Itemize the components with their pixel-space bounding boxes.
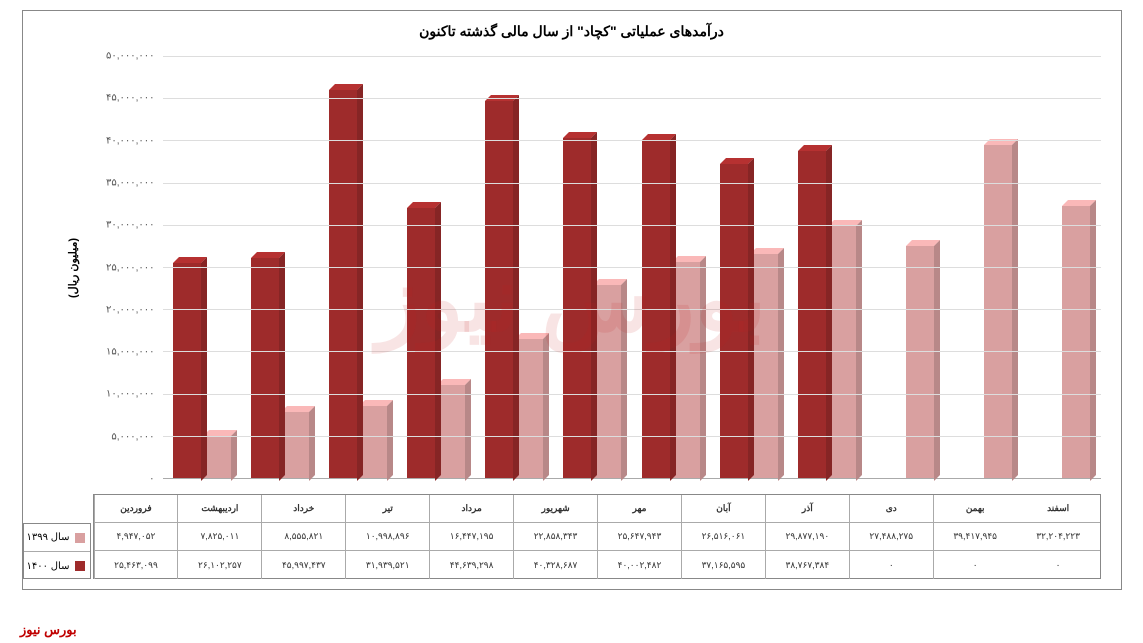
table-header-cell: مهر: [597, 495, 681, 522]
bar: [437, 385, 465, 478]
bar: [720, 164, 748, 478]
table-cell: ۲۵,۶۴۷,۹۴۳: [597, 523, 681, 550]
table-cell: ۴۰,۳۲۸,۶۸۷: [513, 551, 597, 579]
footer-credit: بورس نیوز: [20, 622, 77, 638]
y-tick-label: ۲۰,۰۰۰,۰۰۰: [106, 304, 155, 315]
table-row: ۲۵,۴۶۳,۰۹۹۲۶,۱۰۲,۲۵۷۴۵,۹۹۷,۴۳۷۳۱,۹۳۹,۵۲۱…: [94, 551, 1100, 579]
table-header-cell: اردیبهشت: [177, 495, 261, 522]
table-row: ۴,۹۴۷,۰۵۲۷,۸۲۵,۰۱۱۸,۵۵۵,۸۲۱۱۰,۹۹۸,۸۹۶۱۶,…: [94, 523, 1100, 551]
bar: [798, 151, 826, 478]
table-cell: ۰: [849, 551, 933, 579]
table-cell: ۸,۵۵۵,۸۲۱: [261, 523, 345, 550]
y-tick-label: ۰: [149, 474, 154, 485]
grid-line: [163, 225, 1101, 226]
legend-row-1399: سال ۱۳۹۹: [24, 524, 90, 552]
y-tick-label: ۵,۰۰۰,۰۰۰: [111, 431, 154, 442]
y-tick-label: ۵۰,۰۰۰,۰۰۰: [106, 51, 155, 62]
table-cell: ۴,۹۴۷,۰۵۲: [94, 523, 178, 550]
grid-line: [163, 140, 1101, 141]
y-axis-title: (میلیون ریال): [66, 237, 79, 297]
chart-title: درآمدهای عملیاتی "کچاد" از سال مالی گذشت…: [23, 11, 1121, 48]
table-cell: ۴۴,۶۳۹,۲۹۸: [429, 551, 513, 579]
bar: [485, 101, 513, 478]
grid-line: [163, 394, 1101, 395]
bar: [359, 406, 387, 478]
table-cell: ۲۵,۴۶۳,۰۹۹: [94, 551, 178, 579]
y-tick-label: ۲۵,۰۰۰,۰۰۰: [106, 262, 155, 273]
y-tick-label: ۴۵,۰۰۰,۰۰۰: [106, 93, 155, 104]
table-cell: ۱۰,۹۹۸,۸۹۶: [345, 523, 429, 550]
table-cell: ۳۱,۹۳۹,۵۲۱: [345, 551, 429, 579]
y-axis: ۰۵,۰۰۰,۰۰۰۱۰,۰۰۰,۰۰۰۱۵,۰۰۰,۰۰۰۲۰,۰۰۰,۰۰۰…: [93, 56, 163, 479]
table-cell: ۲۶,۵۱۶,۰۶۱: [681, 523, 765, 550]
table-cell: ۴۵,۹۹۷,۴۳۷: [261, 551, 345, 579]
plot-area: (میلیون ریال) ۰۵,۰۰۰,۰۰۰۱۰,۰۰۰,۰۰۰۱۵,۰۰۰…: [93, 56, 1101, 479]
table-header-cell: خرداد: [261, 495, 345, 522]
table-header-cell: آذر: [765, 495, 849, 522]
grid-line: [163, 436, 1101, 437]
bar: [563, 138, 591, 478]
table-cell: ۳۹,۴۱۷,۹۴۵: [933, 523, 1017, 550]
bar: [407, 208, 435, 478]
legend-row-1400: سال ۱۴۰۰: [24, 552, 90, 580]
table-header-row: فروردیناردیبهشتخردادتیرمردادشهریورمهرآبا…: [94, 495, 1100, 523]
bar: [906, 246, 934, 478]
grid-area: [163, 56, 1101, 479]
grid-line: [163, 98, 1101, 99]
table-cell: ۲۲,۸۵۸,۳۴۳: [513, 523, 597, 550]
bar: [251, 258, 279, 478]
grid-line: [163, 309, 1101, 310]
data-table: فروردیناردیبهشتخردادتیرمردادشهریورمهرآبا…: [93, 494, 1101, 579]
grid-line: [163, 267, 1101, 268]
legend-swatch-1400: [75, 561, 85, 571]
bar: [984, 145, 1012, 478]
grid-line: [163, 56, 1101, 57]
table-header-cell: فروردین: [94, 495, 178, 522]
grid-line: [163, 351, 1101, 352]
table-cell: ۱۶,۴۴۷,۱۹۵: [429, 523, 513, 550]
table-cell: ۳۸,۷۶۷,۳۸۴: [765, 551, 849, 579]
table-cell: ۰: [933, 551, 1017, 579]
y-tick-label: ۳۰,۰۰۰,۰۰۰: [106, 220, 155, 231]
table-cell: ۲۶,۱۰۲,۲۵۷: [177, 551, 261, 579]
table-cell: ۲۷,۴۸۸,۲۷۵: [849, 523, 933, 550]
table-cell: ۰: [1017, 551, 1100, 579]
table-header-cell: مرداد: [429, 495, 513, 522]
table-header-cell: شهریور: [513, 495, 597, 522]
y-tick-label: ۱۵,۰۰۰,۰۰۰: [106, 347, 155, 358]
table-cell: ۳۲,۲۰۴,۲۲۳: [1017, 523, 1100, 550]
bar: [593, 285, 621, 478]
table-header-cell: آبان: [681, 495, 765, 522]
bar: [173, 263, 201, 478]
table-header-cell: دی: [849, 495, 933, 522]
y-tick-label: ۱۰,۰۰۰,۰۰۰: [106, 389, 155, 400]
legend-label-1400: سال ۱۴۰۰: [27, 561, 70, 572]
table-cell: ۲۹,۸۷۷,۱۹۰: [765, 523, 849, 550]
table-cell: ۴۰,۰۰۲,۴۸۲: [597, 551, 681, 579]
table-header-cell: بهمن: [933, 495, 1017, 522]
table-header-cell: اسفند: [1017, 495, 1100, 522]
legend: سال ۱۳۹۹ سال ۱۴۰۰: [23, 523, 91, 579]
y-tick-label: ۴۰,۰۰۰,۰۰۰: [106, 135, 155, 146]
bar: [1062, 206, 1090, 478]
legend-swatch-1399: [75, 533, 85, 543]
bar: [515, 339, 543, 478]
bar: [329, 90, 357, 478]
chart-container: درآمدهای عملیاتی "کچاد" از سال مالی گذشت…: [22, 10, 1122, 590]
legend-label-1399: سال ۱۳۹۹: [27, 532, 70, 543]
table-header-cell: تیر: [345, 495, 429, 522]
table-cell: ۷,۸۲۵,۰۱۱: [177, 523, 261, 550]
y-tick-label: ۳۵,۰۰۰,۰۰۰: [106, 177, 155, 188]
table-cell: ۳۷,۱۶۵,۵۹۵: [681, 551, 765, 579]
grid-line: [163, 183, 1101, 184]
